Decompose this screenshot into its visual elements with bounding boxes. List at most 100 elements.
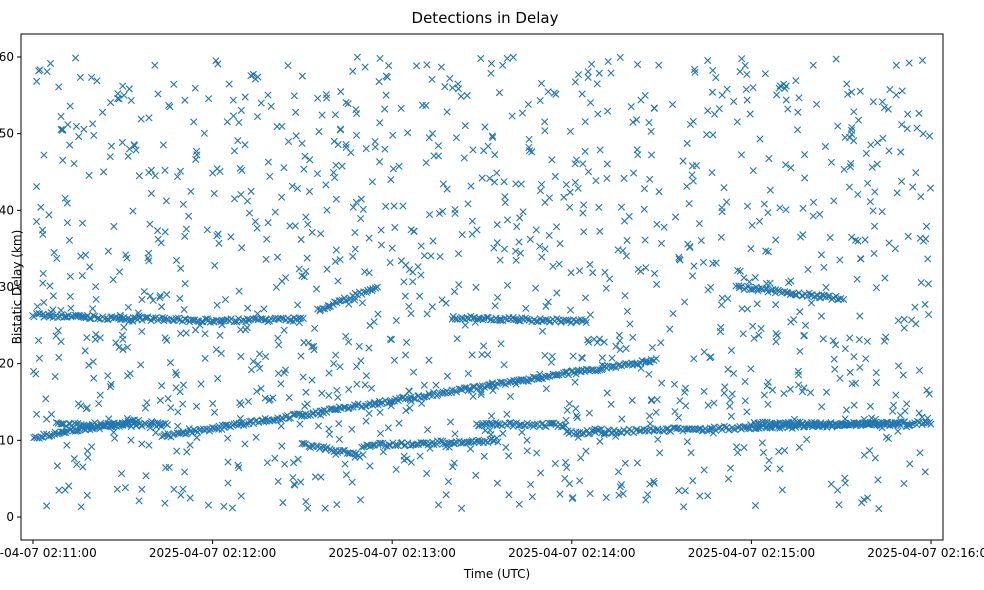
- data-point: [730, 97, 738, 106]
- data-point: [209, 399, 217, 408]
- data-point: [298, 139, 306, 148]
- data-point: [741, 397, 749, 405]
- data-point: [503, 410, 511, 418]
- data-point: [317, 411, 325, 419]
- data-point: [491, 302, 499, 310]
- data-point: [801, 321, 810, 329]
- data-point: [614, 468, 623, 476]
- data-point: [348, 478, 356, 486]
- data-point: [649, 477, 658, 485]
- data-point: [115, 343, 123, 351]
- data-point: [782, 96, 790, 104]
- data-point: [511, 247, 520, 255]
- data-point: [387, 176, 395, 184]
- data-point: [322, 181, 330, 189]
- data-point: [317, 443, 325, 451]
- data-point: [53, 254, 61, 262]
- data-point: [795, 94, 803, 102]
- data-point: [916, 449, 924, 457]
- x-axis-label: Time (UTC): [463, 567, 530, 581]
- data-point: [565, 400, 573, 408]
- data-point: [338, 162, 346, 170]
- data-point: [428, 303, 436, 311]
- data-point: [67, 304, 75, 312]
- data-point: [493, 479, 502, 487]
- data-point: [407, 397, 415, 405]
- data-point: [303, 254, 311, 262]
- data-point: [904, 110, 912, 118]
- data-point: [381, 105, 389, 113]
- data-point: [862, 355, 870, 363]
- data-point: [193, 433, 201, 442]
- data-point: [197, 380, 205, 388]
- data-point: [332, 351, 340, 359]
- data-point: [420, 381, 428, 389]
- data-point: [85, 361, 93, 369]
- data-point: [691, 68, 699, 76]
- data-point: [230, 147, 239, 155]
- data-points: [29, 53, 935, 513]
- data-point: [180, 306, 188, 314]
- data-point: [584, 68, 592, 76]
- data-point: [832, 55, 840, 63]
- data-point: [297, 412, 306, 420]
- data-point: [924, 280, 933, 288]
- data-point: [476, 382, 484, 390]
- data-point: [167, 404, 175, 412]
- data-point: [892, 91, 900, 99]
- data-point: [153, 227, 162, 235]
- data-point: [170, 80, 178, 88]
- data-point: [85, 171, 93, 179]
- data-point: [423, 310, 431, 318]
- data-point: [899, 371, 907, 379]
- data-point: [177, 264, 185, 272]
- data-point: [237, 106, 245, 114]
- data-point: [238, 244, 246, 252]
- data-point: [867, 141, 875, 149]
- data-point: [581, 294, 590, 302]
- data-point: [163, 336, 171, 344]
- data-point: [712, 259, 720, 267]
- data-point: [574, 71, 583, 79]
- data-point: [874, 476, 882, 484]
- data-point: [755, 331, 763, 339]
- data-point: [755, 217, 764, 225]
- data-point: [854, 190, 862, 199]
- data-point: [54, 327, 62, 335]
- data-point: [514, 422, 523, 430]
- data-point: [374, 310, 382, 318]
- data-point: [147, 166, 155, 174]
- data-point: [39, 279, 47, 287]
- data-point: [516, 214, 524, 222]
- data-point: [409, 278, 417, 286]
- data-point: [67, 313, 75, 321]
- data-point: [917, 193, 925, 201]
- data-point: [794, 381, 803, 389]
- data-point: [244, 397, 252, 406]
- data-point: [561, 474, 569, 482]
- data-point: [106, 383, 115, 391]
- data-point: [892, 61, 900, 69]
- data-point: [106, 153, 114, 161]
- data-point: [600, 430, 608, 439]
- data-point: [78, 219, 87, 227]
- data-point: [572, 412, 581, 420]
- data-point: [361, 63, 369, 71]
- data-point: [495, 89, 504, 97]
- data-point: [46, 282, 54, 290]
- data-point: [169, 316, 177, 325]
- data-point: [118, 331, 126, 339]
- data-point: [699, 258, 708, 266]
- data-point: [357, 215, 365, 223]
- data-point: [690, 355, 698, 363]
- y-tick-label: 60: [0, 50, 14, 64]
- data-point: [420, 393, 429, 401]
- data-point: [191, 326, 200, 334]
- data-point: [542, 302, 550, 310]
- data-point: [39, 269, 47, 278]
- data-point: [646, 412, 654, 420]
- data-point: [602, 284, 610, 292]
- data-point: [875, 505, 883, 513]
- data-point: [296, 420, 304, 428]
- data-point: [173, 447, 181, 455]
